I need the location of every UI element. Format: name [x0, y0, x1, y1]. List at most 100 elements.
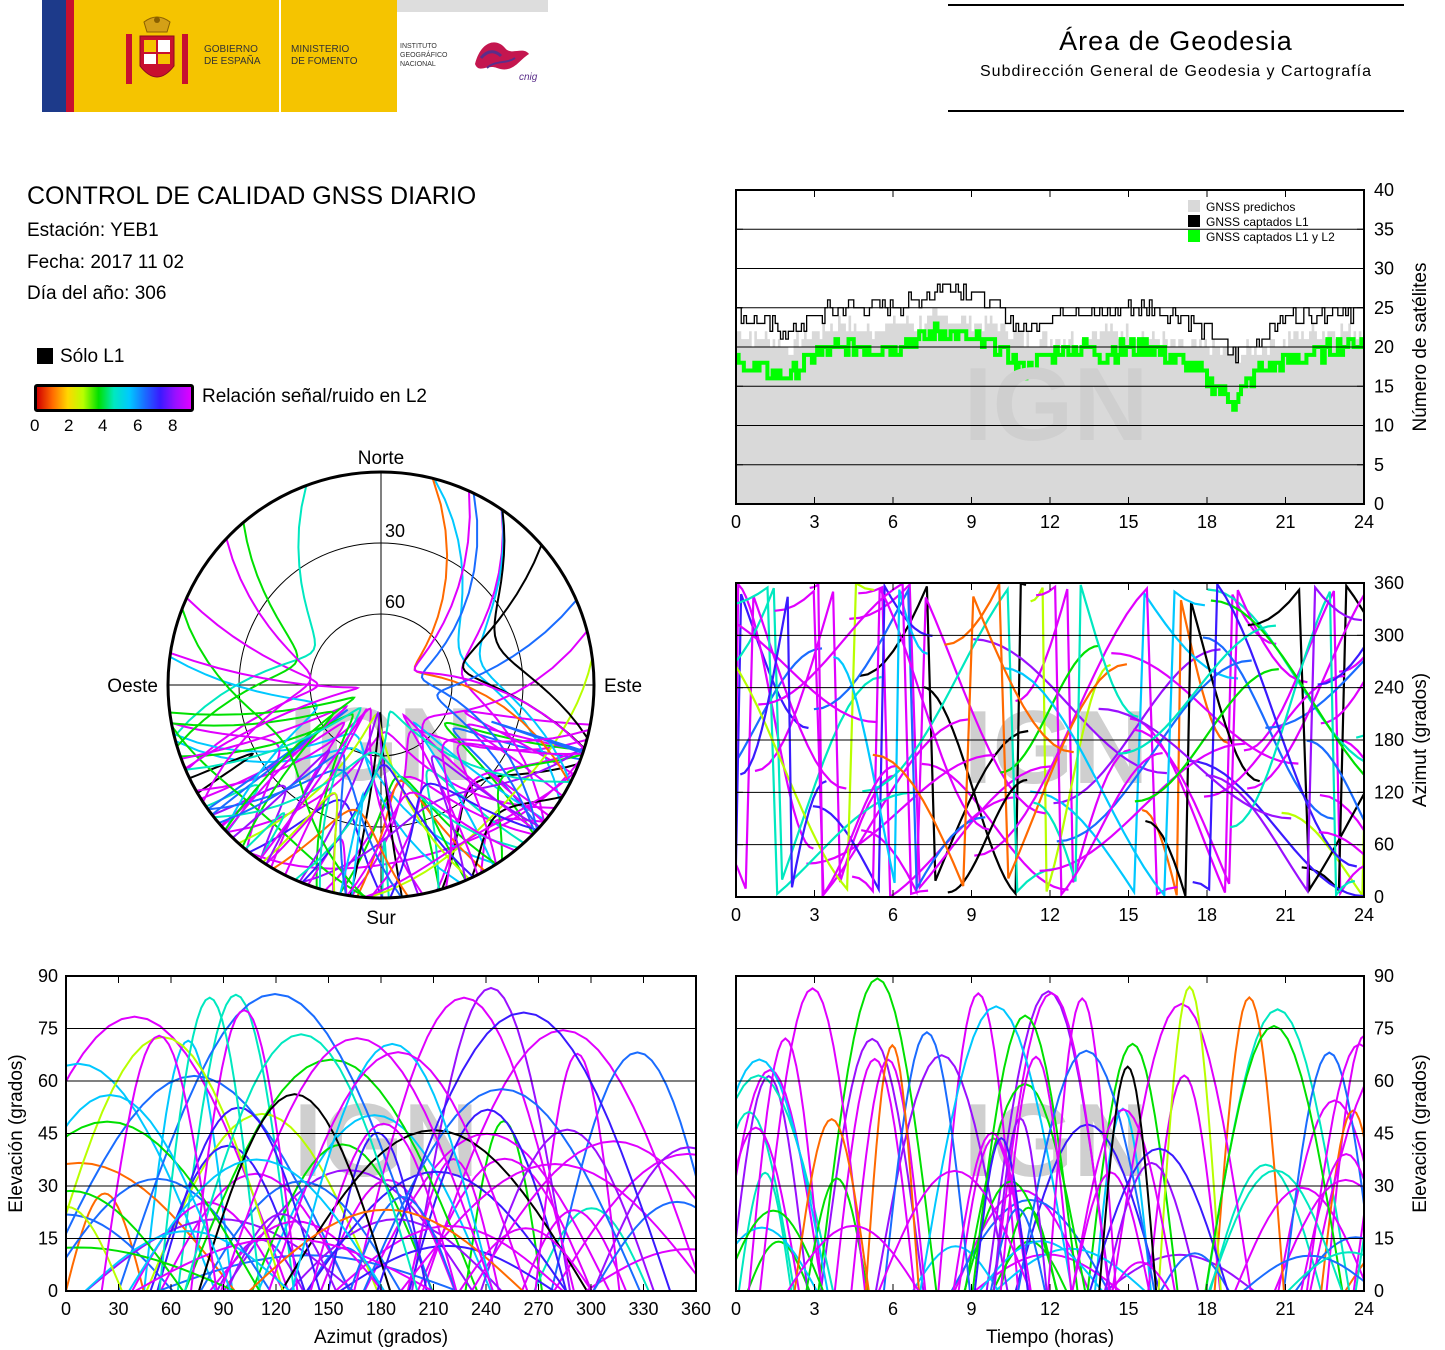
sky-label-west: Oeste	[107, 676, 158, 697]
azimuth-track	[872, 596, 1074, 887]
sky-track	[463, 710, 591, 776]
x-tick-label: 90	[213, 1299, 233, 1319]
azimuth-track	[1265, 658, 1364, 729]
azimuth-track	[736, 587, 882, 880]
x-tick-label: 300	[576, 1299, 606, 1319]
x-tick-label: 60	[161, 1299, 181, 1319]
azimuth-track	[1319, 794, 1364, 833]
y-axis-title: Elevación (grados)	[1410, 1054, 1431, 1212]
azimuth-track	[774, 588, 971, 897]
azimuth-track	[1202, 636, 1335, 820]
elev-time-track	[1344, 1261, 1364, 1291]
l1-only-swatch	[37, 348, 53, 364]
x-tick-label: 21	[1275, 1299, 1295, 1319]
elev-time-track	[1320, 1109, 1364, 1291]
elev-time-track	[759, 987, 866, 1291]
elev-time-track	[736, 1068, 824, 1291]
elev-time-track	[973, 1136, 1029, 1291]
sky-track	[171, 725, 368, 898]
sky-track	[456, 742, 583, 865]
elev-az-track	[309, 1122, 458, 1291]
skyplot-group: IGN Norte Sur Este Oeste 30 60	[107, 448, 642, 929]
x-tick-label: 6	[888, 1299, 898, 1319]
snr-tick: 2	[64, 416, 74, 435]
sky-track	[202, 538, 312, 803]
elev-time-track	[1147, 1074, 1222, 1291]
x-tick-label: 0	[61, 1299, 71, 1319]
elev-az-track	[319, 1178, 456, 1291]
area-subtitle: Subdirección General de Geodesia y Carto…	[980, 63, 1372, 80]
sky-track	[491, 720, 584, 755]
elev-az-track	[339, 1244, 555, 1291]
y-axis-title: Elevación (grados)	[6, 1054, 27, 1212]
gobierno-panel: GOBIERNO DE ESPAÑA	[74, 0, 317, 112]
elev-time-tracks	[736, 977, 1364, 1291]
y-tick-label: 40	[1374, 180, 1394, 200]
elev-time-track	[736, 1074, 809, 1291]
azimuth-track	[809, 583, 896, 897]
y-tick-label: 30	[1374, 259, 1394, 279]
sky-track	[262, 792, 339, 893]
elev-az-track	[248, 1208, 524, 1291]
sky-track	[231, 748, 331, 865]
sky-track	[170, 652, 361, 770]
elev-az-track	[158, 996, 261, 1291]
y-tick-label: 75	[1374, 1019, 1394, 1039]
y-tick-label: 120	[1374, 782, 1404, 802]
sky-track	[169, 696, 356, 831]
azimuth-track	[754, 591, 898, 883]
x-tick-label: 0	[731, 512, 741, 532]
elev-time-track	[912, 1245, 1000, 1291]
y-tick-label: 60	[1374, 1071, 1394, 1091]
sky-track	[436, 599, 578, 833]
elev-time-track	[864, 1043, 920, 1291]
x-axis-title: Tiempo (horas)	[986, 1327, 1114, 1348]
azimuth-track	[833, 589, 929, 884]
y-tick-label: 45	[38, 1124, 58, 1144]
elev-az-track	[197, 1093, 392, 1291]
area-title: Área de Geodesia	[1059, 26, 1293, 56]
x-tick-label: 15	[1118, 512, 1138, 532]
doy-label: Día del año: 306	[27, 283, 167, 304]
y-tick-label: 35	[1374, 219, 1394, 239]
elev-az-track	[267, 1051, 529, 1291]
x-tick-label: 18	[1197, 512, 1217, 532]
elev-az-tracks	[66, 986, 696, 1291]
ministerio-line2: DE FOMENTO	[291, 56, 358, 67]
elevation-ring	[238, 542, 524, 828]
legend-swatch	[1188, 230, 1200, 242]
x-tick-label: 210	[418, 1299, 448, 1319]
elev-az-track	[100, 1034, 218, 1291]
elev-time-track	[1105, 1253, 1255, 1291]
x-tick-label: 12	[1040, 1299, 1060, 1319]
ign-watermark: IGN	[964, 347, 1149, 463]
elev-az-track	[66, 1093, 232, 1291]
sky-track	[272, 808, 409, 897]
y-tick-label: 60	[38, 1071, 58, 1091]
sky-track	[213, 751, 519, 849]
elev-az-track	[66, 1246, 236, 1291]
elev-az-track	[550, 1051, 696, 1291]
x-tick-label: 9	[966, 512, 976, 532]
azimuth-track	[862, 586, 1057, 894]
ring-label: 60	[385, 592, 405, 612]
elev-time-track	[793, 1117, 870, 1291]
legend-swatch	[1188, 200, 1200, 212]
azimuth-track	[758, 583, 929, 896]
azimuth-track	[1002, 589, 1206, 897]
x-tick-label: 12	[1040, 905, 1060, 925]
azimuth-track	[849, 583, 1052, 891]
elev-time-track	[1287, 1251, 1364, 1291]
azimuth-track	[806, 753, 996, 865]
azimuth-track	[736, 647, 823, 764]
azimuth-track	[859, 585, 1029, 882]
elev-time-track	[747, 1037, 823, 1291]
sky-track	[433, 478, 561, 801]
y-tick-label: 15	[38, 1229, 58, 1249]
sky-track	[298, 710, 420, 896]
y-tick-label: 45	[1374, 1124, 1394, 1144]
sky-track	[324, 775, 534, 892]
elev-az-track	[534, 1052, 621, 1291]
sky-track	[441, 728, 590, 888]
elev-time-track	[1088, 1147, 1229, 1291]
